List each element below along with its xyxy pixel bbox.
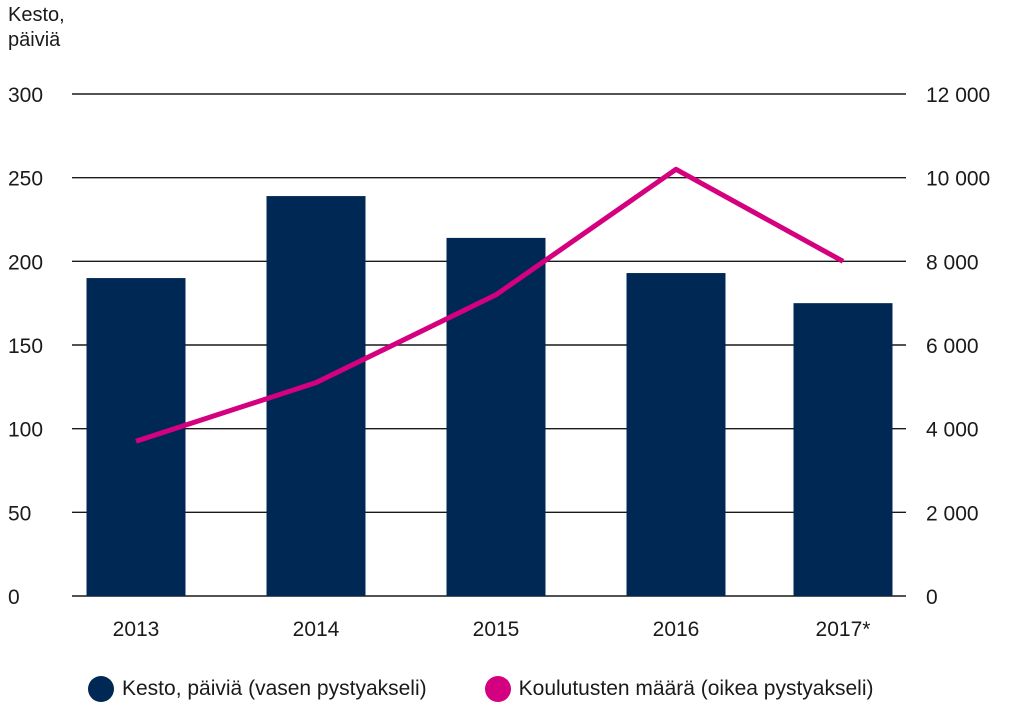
- bar: [446, 237, 546, 596]
- bar-series: [86, 196, 893, 596]
- left-axis-ticks: 0 50 100 150 200 250 300: [8, 84, 43, 609]
- left-tick-label: 100: [8, 419, 43, 442]
- legend-item-bars: Kesto, päiviä (vasen pystyakseli): [88, 676, 427, 702]
- legend-item-line: Koulutusten määrä (oikea pystyakseli): [484, 676, 874, 702]
- x-tick-label: 2013: [113, 618, 160, 641]
- bar: [626, 273, 726, 596]
- left-tick-label: 50: [8, 502, 31, 525]
- y-axis-title-line: päiviä: [8, 29, 61, 51]
- right-tick-label: 2 000: [926, 502, 979, 525]
- legend-label-bars: Kesto, päiviä (vasen pystyakseli): [122, 677, 427, 700]
- left-tick-label: 200: [8, 251, 43, 274]
- y-axis-title: Kesto, päiviä: [8, 4, 65, 51]
- x-tick-label: 2014: [293, 618, 340, 641]
- right-tick-label: 10 000: [926, 168, 990, 191]
- left-tick-label: 0: [8, 586, 20, 609]
- bar: [86, 278, 186, 596]
- combo-chart: Kesto, päiviä 0 50 100 150 200 250 300 0 2 000 4 …: [8, 4, 990, 641]
- left-tick-label: 300: [8, 84, 43, 107]
- legend-swatch-bars: [88, 676, 114, 702]
- left-tick-label: 150: [8, 335, 43, 358]
- x-axis-ticks: 2013 2014 2015 2016 2017*: [113, 618, 871, 641]
- right-tick-label: 0: [926, 586, 938, 609]
- x-tick-label: 2016: [653, 618, 700, 641]
- legend-label-line: Koulutusten määrä (oikea pystyakseli): [518, 677, 874, 700]
- right-tick-label: 4 000: [926, 419, 979, 442]
- right-tick-label: 6 000: [926, 335, 979, 358]
- line-series: [135, 166, 845, 444]
- legend: Kesto, päiviä (vasen pystyakseli) Koulut…: [88, 676, 931, 702]
- y-axis-title-line: Kesto,: [8, 4, 65, 26]
- bar: [793, 303, 893, 596]
- right-axis-ticks: 0 2 000 4 000 6 000 8 000 10 000 12 000: [926, 84, 990, 609]
- left-tick-label: 250: [8, 168, 43, 191]
- bar: [266, 196, 366, 596]
- right-tick-label: 12 000: [926, 84, 990, 107]
- x-tick-label: 2015: [473, 618, 520, 641]
- right-tick-label: 8 000: [926, 251, 979, 274]
- x-tick-label: 2017*: [816, 618, 871, 641]
- legend-swatch-line: [484, 676, 511, 702]
